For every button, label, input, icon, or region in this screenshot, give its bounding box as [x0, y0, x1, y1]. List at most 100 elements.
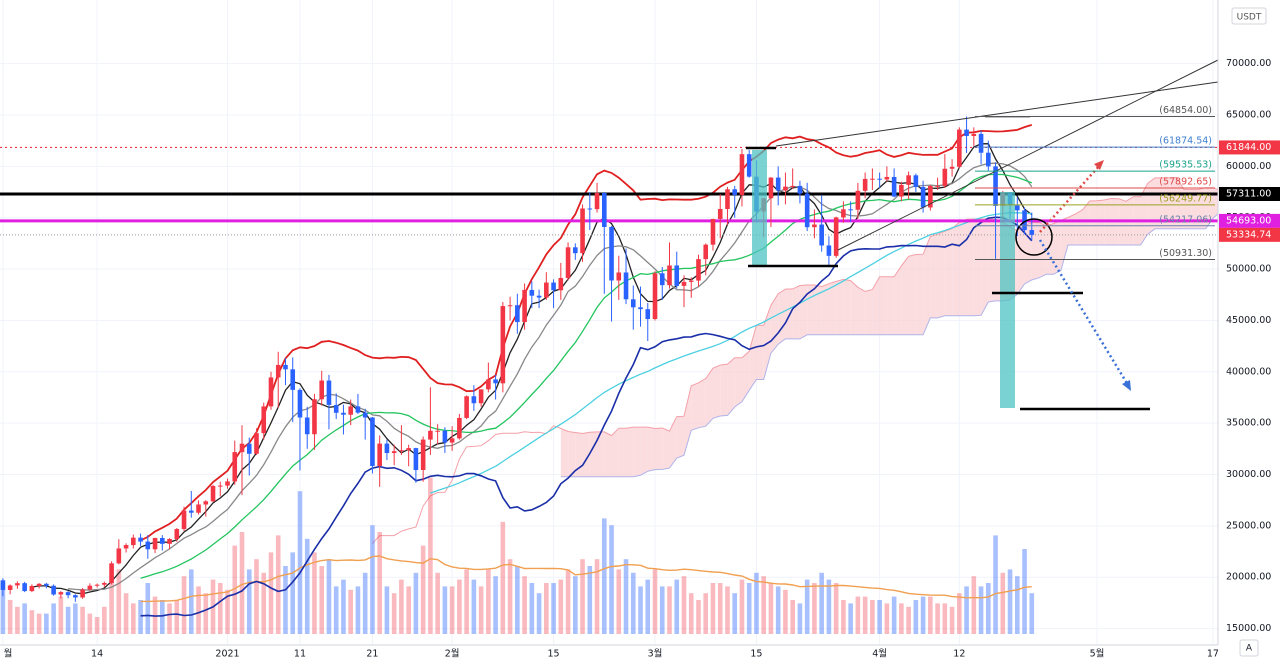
cloud-fill — [937, 231, 945, 318]
candle-body — [928, 186, 933, 208]
candle-body — [899, 184, 904, 197]
candle-body — [377, 443, 382, 466]
volume-bar — [1007, 569, 1013, 634]
candle-body — [391, 451, 397, 454]
cloud-fill — [647, 427, 656, 472]
candle-body — [0, 580, 6, 590]
cloud-fill — [778, 289, 786, 345]
volume-bar — [174, 600, 180, 634]
cloud-fill — [618, 428, 627, 477]
volume-bar — [457, 579, 462, 634]
volume-bar — [529, 583, 535, 634]
cloud-fill — [785, 288, 793, 339]
volume-bar — [116, 569, 122, 634]
volume-bar — [833, 583, 839, 634]
volume-bar — [674, 579, 680, 634]
candle-body — [906, 175, 911, 185]
volume-bar — [145, 583, 151, 634]
cloud-fill — [1176, 177, 1184, 229]
candle-body — [645, 309, 651, 320]
volume-bar — [573, 576, 578, 634]
candle-body — [406, 448, 411, 451]
volume-bar — [971, 576, 977, 634]
cloud-fill — [836, 279, 844, 335]
cloud-fill — [1205, 187, 1213, 229]
x-tick-label: 3월 — [648, 648, 663, 660]
bollinger-lower — [140, 216, 1033, 617]
candle-body — [290, 369, 296, 390]
volume-bar — [732, 593, 738, 634]
volume-bar — [196, 586, 201, 634]
price-tag — [1219, 140, 1280, 155]
candle-body — [630, 299, 636, 308]
candle-body — [355, 406, 361, 413]
volume-bar — [681, 576, 687, 634]
candle-body — [196, 504, 201, 513]
cloud-fill — [1039, 222, 1047, 278]
candle-body — [746, 154, 752, 177]
bollinger-upper — [140, 124, 1033, 542]
volume-bar — [616, 569, 622, 634]
candle-body — [703, 244, 709, 260]
candle-body — [819, 224, 824, 246]
cloud-fill — [611, 428, 619, 477]
cloud-fill — [814, 285, 822, 335]
cloud-fill — [894, 265, 902, 335]
volume-bar — [312, 552, 317, 634]
candle-body — [1029, 230, 1035, 235]
volume-bar — [906, 606, 911, 634]
candle-body — [826, 245, 832, 256]
x-tick-label: 월 — [4, 648, 13, 660]
candle-body — [587, 208, 593, 210]
arrow-head — [1122, 380, 1131, 391]
candle-body — [203, 501, 209, 505]
volume-bar — [239, 532, 245, 634]
candle-body — [935, 185, 940, 187]
candle-body — [565, 247, 571, 279]
volume-bar — [341, 579, 346, 634]
volume-bar — [225, 589, 230, 634]
volume-bar — [80, 606, 85, 634]
cloud-fill — [589, 431, 598, 477]
candle-body — [775, 177, 781, 191]
volume-bar — [500, 521, 506, 634]
candle-body — [73, 595, 78, 598]
candle-body — [659, 273, 665, 286]
x-tick-label: 15 — [548, 649, 560, 660]
range-box — [752, 150, 767, 265]
candle-body — [44, 583, 49, 586]
cloud-fill — [655, 428, 663, 470]
candle-body — [7, 585, 13, 590]
volume-bar — [29, 610, 35, 634]
candle-body — [971, 133, 977, 136]
candle-body — [493, 379, 498, 384]
candle-body — [920, 187, 926, 208]
candle-body — [297, 389, 303, 418]
volume-bar — [710, 583, 716, 634]
volume-bar — [377, 532, 382, 634]
cloud-fill — [582, 432, 590, 477]
unit-badge[interactable] — [1231, 7, 1267, 25]
auto-button[interactable] — [1239, 639, 1259, 657]
volume-bar — [942, 603, 948, 634]
fib-label: (56249.77) — [1159, 193, 1212, 204]
volume-bar — [44, 613, 49, 634]
candle-body — [239, 443, 245, 453]
volume-bar — [203, 593, 209, 634]
x-tick-label: 11 — [294, 649, 306, 660]
y-tick-label: 70000.00 — [1226, 58, 1271, 69]
volume-bar — [333, 586, 339, 634]
volume-bar — [522, 576, 527, 634]
candle-body — [949, 166, 955, 169]
candle-body — [471, 396, 477, 404]
volume-bar — [290, 552, 296, 634]
cloud-fill — [915, 254, 924, 335]
cloud-fill — [1154, 177, 1163, 229]
volume-bar — [102, 606, 107, 634]
cloud-fill — [698, 378, 706, 428]
cloud-fill — [930, 234, 938, 318]
candle-body — [326, 380, 332, 405]
volume-bar — [899, 603, 904, 634]
volume-bar — [587, 566, 593, 634]
volume-bar — [275, 535, 281, 634]
